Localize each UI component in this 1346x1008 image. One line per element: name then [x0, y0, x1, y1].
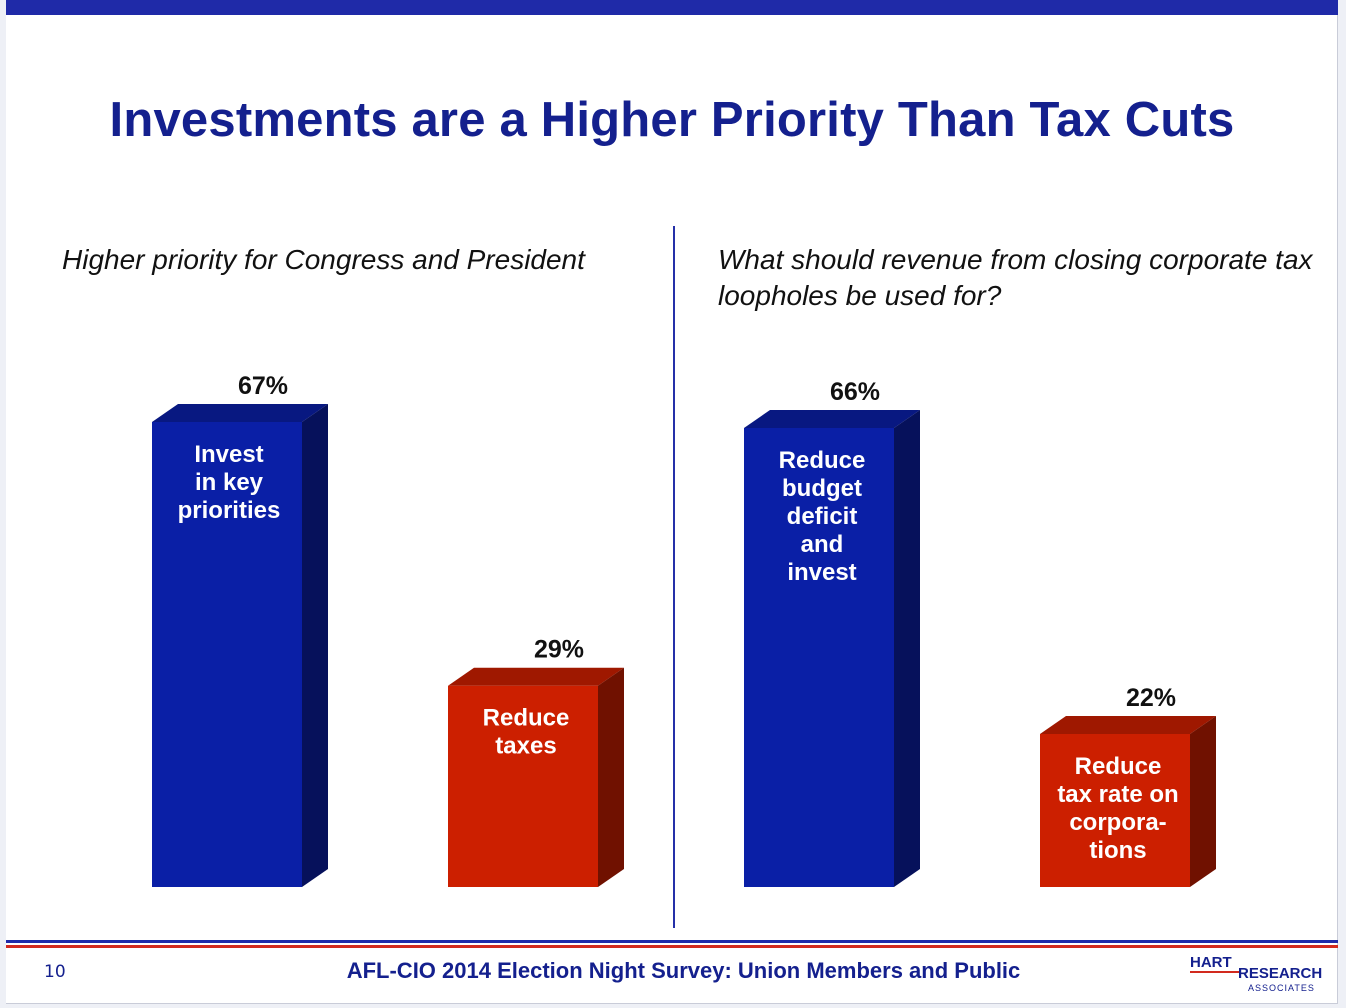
- chart2-bar1-side: [894, 410, 920, 887]
- chart2-bar1: [744, 428, 894, 887]
- chart2-bar2-label-line: Reduce: [1075, 753, 1162, 780]
- chart2-bar1-label-line: Reduce: [779, 447, 866, 474]
- page-number: 10: [44, 962, 66, 982]
- chart1-bar2-label-line: Reduce: [483, 705, 570, 732]
- footer-title: AFL-CIO 2014 Election Night Survey: Unio…: [346, 958, 1021, 983]
- chart1-bar2-label-line: taxes: [495, 733, 556, 760]
- chart1-bar1-label-line: in key: [195, 469, 264, 496]
- chart1-bar1-label-line: priorities: [178, 497, 281, 524]
- chart2-bar2-label-line: tions: [1089, 837, 1146, 864]
- chart2-bar2-top: [1040, 716, 1216, 734]
- logo-associates: ASSOCIATES: [1248, 983, 1315, 993]
- right-chart-title: What should revenue from closing corpora…: [718, 244, 1313, 311]
- slide: Investments are a Higher Priority Than T…: [6, 0, 1338, 1004]
- chart2-bar2: [1040, 734, 1190, 887]
- chart2-bar1-label-line: budget: [782, 475, 862, 502]
- chart2-bar1-value-label: 66%: [830, 378, 880, 406]
- chart2-bar2-label-line: tax rate on: [1057, 781, 1178, 808]
- chart1-bar1: [152, 422, 302, 887]
- chart1-bar2: [448, 685, 598, 887]
- chart1-bar1-label-line: Invest: [194, 441, 263, 468]
- logo-rule: [1190, 971, 1240, 973]
- chart2-bar2-side: [1190, 716, 1216, 887]
- logo-hart: HART: [1190, 954, 1232, 971]
- chart2-bar1-label-line: deficit: [787, 503, 858, 530]
- footer-rule-blue: [6, 940, 1338, 943]
- left-chart-title: Higher priority for Congress and Preside…: [62, 244, 585, 275]
- chart2-bar2-value-label: 22%: [1126, 684, 1176, 712]
- chart-divider: [673, 226, 675, 928]
- chart1-bar2-top: [448, 667, 624, 686]
- chart2-bar1-top: [744, 410, 920, 428]
- chart1-bar2-value-label: 29%: [534, 636, 584, 664]
- top-bar: [6, 0, 1338, 15]
- footer-rule-red: [6, 945, 1338, 948]
- chart1-bar1-side: [302, 404, 328, 887]
- hart-research-logo: HART RESEARCH ASSOCIATES: [1182, 952, 1332, 998]
- chart2-bar1-label-line: and: [801, 531, 844, 558]
- chart2-bar1-label-line: invest: [787, 559, 856, 586]
- slide-title: Investments are a Higher Priority Than T…: [109, 93, 1235, 147]
- chart2-bar2-label-line: corpora-: [1069, 809, 1166, 836]
- chart1-bar1-top: [152, 404, 328, 422]
- logo-research: RESEARCH: [1238, 965, 1323, 982]
- chart1-bar2-side: [598, 667, 624, 887]
- chart1-bar1-value-label: 67%: [238, 372, 288, 400]
